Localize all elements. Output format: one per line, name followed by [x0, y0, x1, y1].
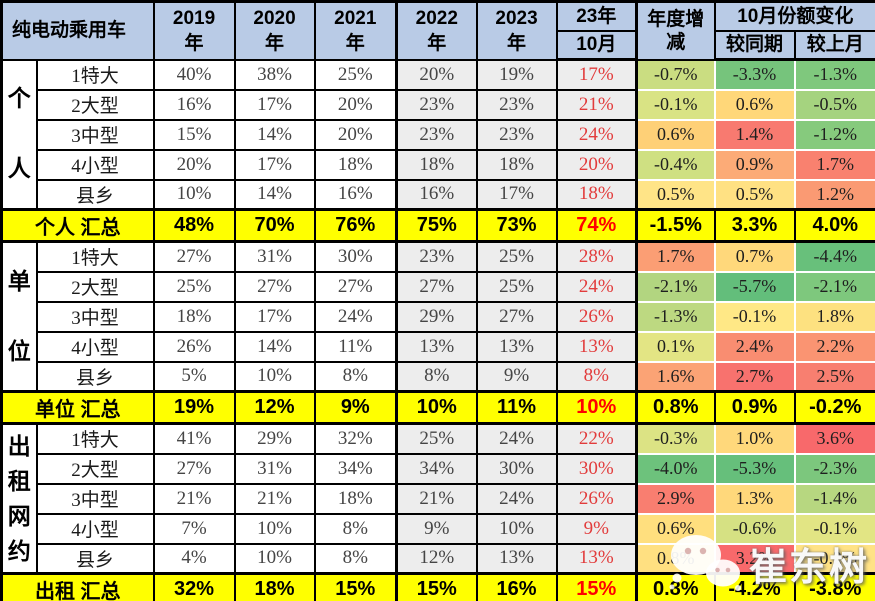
row-label: 县乡: [35, 360, 155, 393]
row-label: 县乡: [35, 178, 155, 211]
table-row: 个 人 1特大 40% 38% 25% 20% 19% 17% -0.7% -3…: [0, 58, 875, 211]
section-label-taxi: 出 租 网 约: [0, 422, 38, 575]
table-row: 4小型 7% 10% 8% 9% 10% 9% 0.6% -0.6% -0.1%: [2, 512, 875, 545]
summary-row-taxi: 出租 汇总 32% 18% 15% 15% 16% 15% 0.8% -4.2%…: [0, 572, 875, 601]
row-label: 1特大: [35, 58, 155, 91]
col-header-2021: 2021 年: [313, 0, 398, 61]
col-header-23yr: 23年: [555, 0, 638, 32]
value-cell: 20%: [395, 58, 478, 91]
row-label: 4小型: [35, 148, 155, 181]
table-row: 3中型 15% 14% 20% 23% 23% 24% 0.6% 1.4% -1…: [2, 118, 875, 151]
col-header-oct: 10月: [555, 29, 638, 61]
header-row-1: 纯电动乘用车 2019 年 2020 年 2021 年 2022 年 2023 …: [0, 0, 875, 61]
row-label: 4小型: [35, 330, 155, 363]
row-label: 4小型: [35, 512, 155, 545]
summary-label: 个人 汇总: [0, 208, 155, 243]
col-header-2022: 2022 年: [395, 0, 478, 61]
row-label: 3中型: [35, 118, 155, 151]
value-cell: 25%: [313, 58, 398, 91]
summary-row-unit: 单位 汇总 19% 12% 9% 10% 11% 10% 0.8% 0.9% -…: [0, 390, 875, 425]
table-row: 3中型 18% 17% 24% 29% 27% 26% -1.3% -0.1% …: [2, 300, 875, 333]
row-label: 1特大: [35, 240, 155, 273]
col-header-2020: 2020 年: [233, 0, 316, 61]
row-label: 1特大: [35, 422, 155, 455]
change-cell: -3.3%: [713, 58, 796, 91]
table-row: 县乡 4% 10% 8% 12% 13% 13% 0.8% 3.2% -0.2%: [2, 542, 875, 575]
change-cell: -0.7%: [635, 58, 716, 91]
table-title: 纯电动乘用车: [0, 0, 155, 61]
table-row: 出 租 网 约 1特大 41% 29% 32% 25% 24% 22% -0.3…: [0, 422, 875, 575]
row-label: 3中型: [35, 300, 155, 333]
row-label: 2大型: [35, 270, 155, 303]
table-row: 2大型 16% 17% 20% 23% 23% 21% -0.1% 0.6% -…: [2, 88, 875, 121]
value-cell: 17%: [555, 58, 638, 91]
value-cell: 38%: [233, 58, 316, 91]
col-header-2019: 2019 年: [152, 0, 236, 61]
table-row: 2大型 27% 31% 34% 34% 30% 30% -4.0% -5.3% …: [2, 452, 875, 485]
table-row: 2大型 25% 27% 27% 27% 25% 24% -2.1% -5.7% …: [2, 270, 875, 303]
col-header-vs-prev-month: 较上月: [793, 29, 875, 61]
table-row: 3中型 21% 21% 18% 21% 24% 26% 2.9% 1.3% -1…: [2, 482, 875, 515]
table-row: 县乡 5% 10% 8% 8% 9% 8% 1.6% 2.7% 2.5%: [2, 360, 875, 393]
row-label: 县乡: [35, 542, 155, 575]
row-label: 3中型: [35, 482, 155, 515]
value-cell: 40%: [152, 58, 236, 91]
change-cell: -1.3%: [793, 58, 875, 91]
row-label: 2大型: [35, 452, 155, 485]
col-header-annual-change: 年度增减: [635, 0, 716, 61]
summary-label: 出租 汇总: [0, 572, 155, 601]
table-row: 4小型 20% 17% 18% 18% 18% 20% -0.4% 0.9% 1…: [2, 148, 875, 181]
year-number: 2019: [172, 7, 216, 29]
table-row: 单 位 1特大 27% 31% 30% 23% 25% 28% 1.7% 0.7…: [0, 240, 875, 393]
value-cell: 19%: [475, 58, 558, 91]
section-label-unit: 单 位: [0, 240, 38, 393]
col-header-2023: 2023 年: [475, 0, 558, 61]
year-suffix: 年: [184, 32, 204, 54]
header-row-2: 10月 较同期 较上月: [2, 29, 875, 61]
row-label: 2大型: [35, 88, 155, 121]
summary-label: 单位 汇总: [0, 390, 155, 425]
col-header-vs-same-period: 较同期: [713, 29, 796, 61]
table-row: 4小型 26% 14% 11% 13% 13% 13% 0.1% 2.4% 2.…: [2, 330, 875, 363]
col-header-oct-share-change: 10月份额变化: [713, 0, 875, 32]
summary-row-personal: 个人 汇总 48% 70% 76% 75% 73% 74% -1.5% 3.3%…: [0, 208, 875, 243]
section-label-personal: 个 人: [0, 58, 38, 211]
table-row: 县乡 10% 14% 16% 16% 17% 18% 0.5% 0.5% 1.2…: [2, 178, 875, 211]
